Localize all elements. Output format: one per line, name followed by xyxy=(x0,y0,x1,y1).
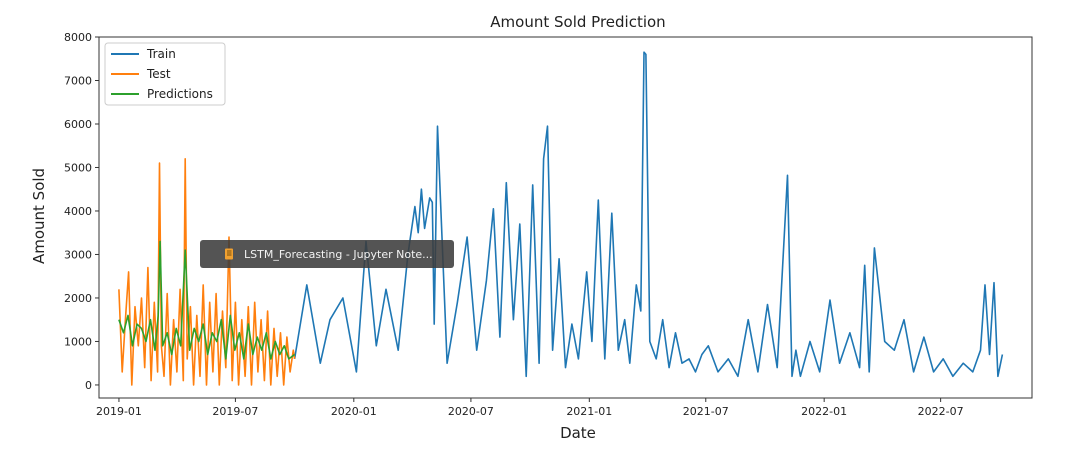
series-line-predictions xyxy=(118,240,296,360)
x-tick-label: 2022-07 xyxy=(918,405,964,418)
y-tick-label: 8000 xyxy=(64,31,92,44)
y-tick-label: 3000 xyxy=(64,248,92,261)
legend: Train Test Predictions xyxy=(104,42,226,106)
x-tick-label: 2021-07 xyxy=(683,405,729,418)
x-tick-label: 2019-07 xyxy=(212,405,258,418)
legend-label: Test xyxy=(146,67,171,81)
chart-title: Amount Sold Prediction xyxy=(490,13,665,31)
tooltip-text: LSTM_Forecasting - Jupyter Note... xyxy=(244,247,433,261)
y-tick-label: 0 xyxy=(85,379,92,392)
x-tick-label: 2019-01 xyxy=(96,405,142,418)
y-tick-label: 4000 xyxy=(64,205,92,218)
window-tooltip: LSTM_Forecasting - Jupyter Note... xyxy=(200,240,454,268)
legend-box xyxy=(104,42,226,106)
x-axis-label: Date xyxy=(560,424,596,442)
y-axis-label: Amount Sold xyxy=(30,168,48,264)
y-tick-label: 2000 xyxy=(64,292,92,305)
legend-label: Predictions xyxy=(147,87,213,101)
plot-frame xyxy=(98,36,1033,399)
x-tick-label: 2020-07 xyxy=(448,405,494,418)
x-tick-label: 2022-01 xyxy=(801,405,847,418)
series-line-train xyxy=(293,51,1004,378)
notebook-icon xyxy=(225,248,233,260)
y-tick-label: 5000 xyxy=(64,161,92,174)
y-tick-label: 6000 xyxy=(64,118,92,131)
y-tick-label: 1000 xyxy=(64,335,92,348)
x-tick-label: 2021-01 xyxy=(566,405,612,418)
legend-label: Train xyxy=(146,47,176,61)
x-tick-label: 2020-01 xyxy=(331,405,377,418)
y-tick-label: 7000 xyxy=(64,74,92,87)
